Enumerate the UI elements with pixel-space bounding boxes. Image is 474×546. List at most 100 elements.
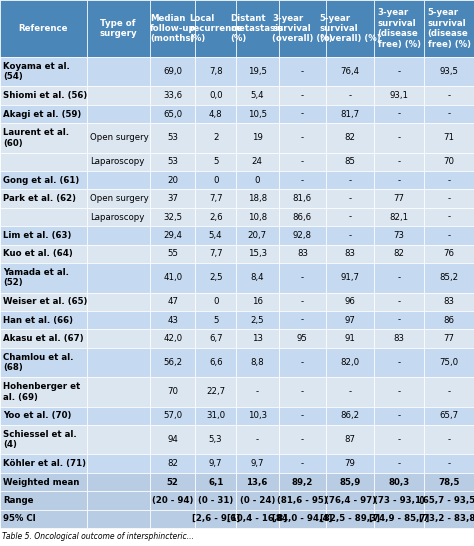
Text: 85,9: 85,9 <box>339 478 361 486</box>
Text: Yoo et al. (70): Yoo et al. (70) <box>3 411 72 420</box>
Bar <box>236 0 279 57</box>
Text: 83: 83 <box>345 250 356 258</box>
Bar <box>374 245 424 263</box>
Text: Akasu et al. (67): Akasu et al. (67) <box>3 334 83 343</box>
Bar <box>424 473 474 491</box>
Bar <box>279 123 326 153</box>
Text: 53: 53 <box>167 157 178 167</box>
Text: -: - <box>301 297 304 306</box>
Bar <box>150 329 195 348</box>
Bar <box>87 0 150 57</box>
Bar <box>236 454 279 473</box>
Text: -: - <box>348 91 352 100</box>
Bar <box>0 153 87 171</box>
Text: 81,6: 81,6 <box>293 194 312 203</box>
Bar <box>374 329 424 348</box>
Bar <box>326 153 374 171</box>
Bar <box>236 208 279 226</box>
Bar <box>195 348 236 377</box>
Text: -: - <box>255 435 259 444</box>
Text: 41,0: 41,0 <box>163 274 182 282</box>
Text: -: - <box>301 176 304 185</box>
Text: 42,0: 42,0 <box>163 334 182 343</box>
Text: -: - <box>447 231 451 240</box>
Text: Akagi et al. (59): Akagi et al. (59) <box>3 110 81 118</box>
Bar <box>279 348 326 377</box>
Text: 8,4: 8,4 <box>250 274 264 282</box>
Bar <box>236 57 279 86</box>
Bar <box>424 454 474 473</box>
Text: Type of
surgery: Type of surgery <box>100 19 137 38</box>
Text: 5,4: 5,4 <box>209 231 222 240</box>
Text: 20,7: 20,7 <box>247 231 267 240</box>
Text: 31,0: 31,0 <box>206 411 225 420</box>
Text: 7,7: 7,7 <box>209 250 222 258</box>
Bar <box>374 189 424 208</box>
Bar <box>195 189 236 208</box>
Text: 3-year
survival
(overall) (%): 3-year survival (overall) (%) <box>272 14 333 43</box>
Text: -: - <box>398 387 401 396</box>
Text: -: - <box>348 387 352 396</box>
Text: Table 5. Oncological outcome of intersphincteric...: Table 5. Oncological outcome of intersph… <box>2 532 194 541</box>
Bar <box>326 348 374 377</box>
Bar <box>87 245 150 263</box>
Bar <box>87 377 150 407</box>
Text: 15,3: 15,3 <box>247 250 267 258</box>
Bar <box>326 311 374 329</box>
Text: 32,5: 32,5 <box>163 212 182 222</box>
Text: 82: 82 <box>167 459 178 468</box>
Bar <box>279 171 326 189</box>
Bar <box>87 189 150 208</box>
Bar <box>236 226 279 245</box>
Text: Distant
metastasis
(%): Distant metastasis (%) <box>230 14 284 43</box>
Text: -: - <box>398 297 401 306</box>
Text: Local
recurrence
(%): Local recurrence (%) <box>189 14 242 43</box>
Bar <box>150 57 195 86</box>
Text: Weiser et al. (65): Weiser et al. (65) <box>3 297 87 306</box>
Text: (76,4 - 97): (76,4 - 97) <box>325 496 376 505</box>
Text: -: - <box>398 274 401 282</box>
Bar <box>326 86 374 105</box>
Bar <box>0 311 87 329</box>
Text: 52: 52 <box>167 478 179 486</box>
Text: -: - <box>301 110 304 118</box>
Bar <box>279 311 326 329</box>
Text: 73: 73 <box>393 231 404 240</box>
Bar <box>279 245 326 263</box>
Text: -: - <box>447 387 451 396</box>
Bar <box>195 329 236 348</box>
Bar <box>0 208 87 226</box>
Bar <box>195 226 236 245</box>
Bar <box>424 329 474 348</box>
Text: (81,6 - 95): (81,6 - 95) <box>277 496 328 505</box>
Text: 65,7: 65,7 <box>439 411 458 420</box>
Bar <box>279 86 326 105</box>
Bar <box>279 473 326 491</box>
Bar <box>236 509 279 528</box>
Bar <box>326 263 374 293</box>
Bar <box>195 245 236 263</box>
Bar <box>87 329 150 348</box>
Bar <box>279 509 326 528</box>
Text: Shiomi et al. (56): Shiomi et al. (56) <box>3 91 87 100</box>
Bar <box>87 348 150 377</box>
Bar <box>279 454 326 473</box>
Text: 70: 70 <box>444 157 455 167</box>
Text: Schiessel et al.
(4): Schiessel et al. (4) <box>3 430 77 449</box>
Bar <box>0 491 87 509</box>
Text: 4,8: 4,8 <box>209 110 222 118</box>
Bar <box>236 123 279 153</box>
Text: 78,5: 78,5 <box>438 478 460 486</box>
Text: Chamlou et al.
(68): Chamlou et al. (68) <box>3 353 73 372</box>
Text: 18,8: 18,8 <box>247 194 267 203</box>
Text: 79: 79 <box>345 459 356 468</box>
Text: 83: 83 <box>444 297 455 306</box>
Bar <box>424 105 474 123</box>
Text: 2,5: 2,5 <box>250 316 264 325</box>
Bar <box>424 509 474 528</box>
Bar <box>279 189 326 208</box>
Text: -: - <box>301 67 304 76</box>
Text: Median
follow-up
(months): Median follow-up (months) <box>150 14 196 43</box>
Text: -: - <box>398 459 401 468</box>
Bar <box>424 425 474 454</box>
